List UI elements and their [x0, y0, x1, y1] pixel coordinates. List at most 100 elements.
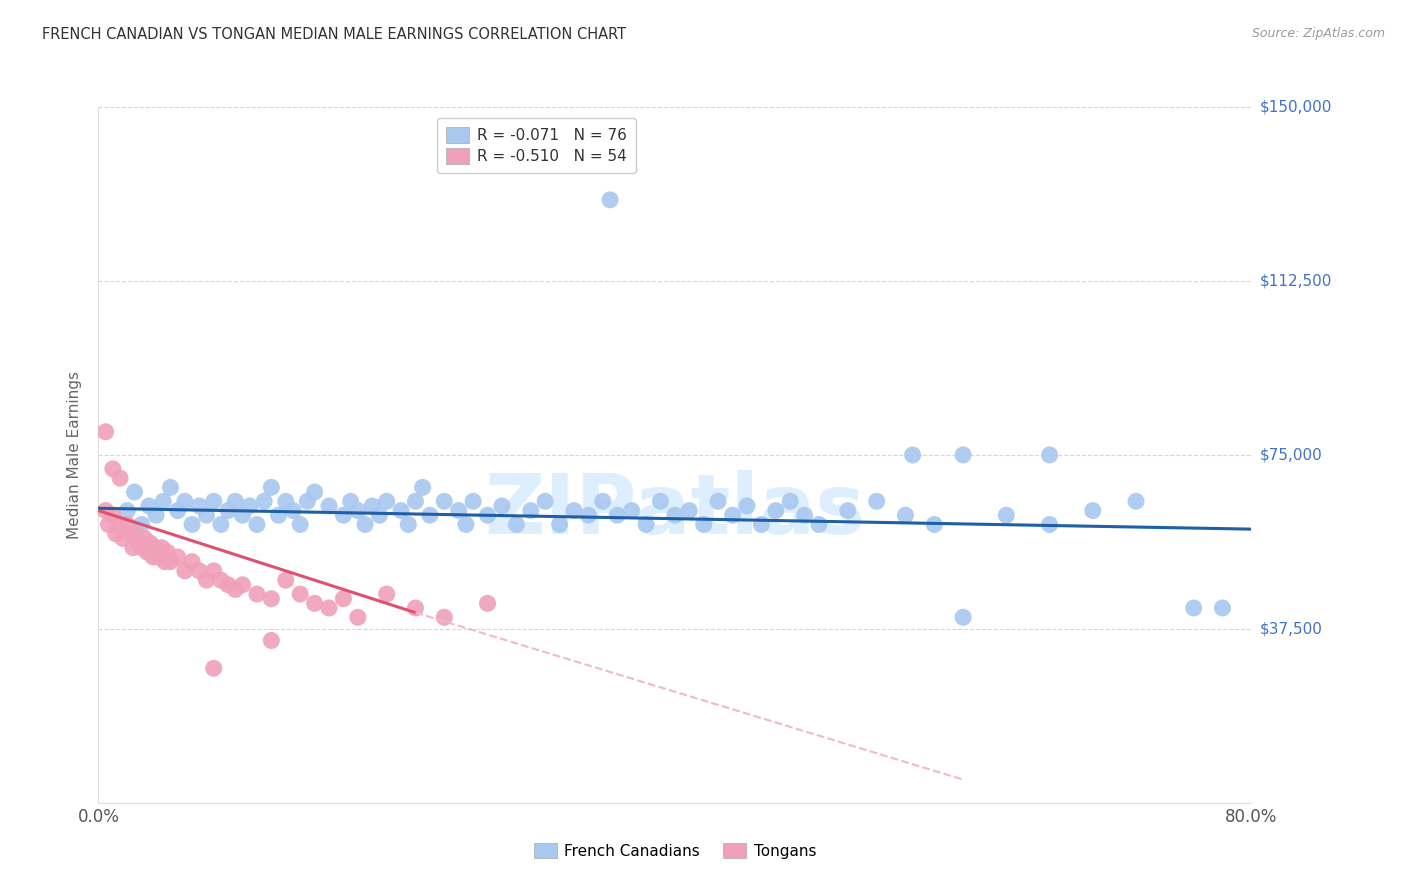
Point — [952, 448, 974, 462]
Point — [131, 517, 153, 532]
Point — [239, 499, 262, 513]
Point — [131, 541, 153, 555]
Point — [111, 532, 134, 546]
Point — [1038, 448, 1062, 462]
Point — [202, 564, 225, 578]
Text: ZIPatlas: ZIPatlas — [485, 470, 865, 551]
Point — [304, 485, 326, 500]
Point — [217, 578, 239, 592]
Point — [405, 601, 427, 615]
Point — [136, 545, 159, 559]
Point — [188, 564, 211, 578]
Point — [260, 591, 283, 606]
Point — [145, 508, 167, 523]
Text: $75,000: $75,000 — [1260, 448, 1323, 462]
Point — [650, 494, 672, 508]
Point — [124, 485, 146, 500]
Point — [181, 517, 204, 532]
Point — [281, 503, 304, 517]
Point — [779, 494, 801, 508]
Point — [253, 494, 276, 508]
Point — [620, 503, 643, 517]
Point — [108, 517, 131, 532]
Point — [751, 517, 773, 532]
Point — [735, 499, 758, 513]
Point — [461, 494, 484, 508]
Point — [346, 503, 368, 517]
Point — [807, 517, 830, 532]
Point — [793, 508, 815, 523]
Point — [491, 499, 513, 513]
Point — [153, 555, 176, 569]
Text: Source: ZipAtlas.com: Source: ZipAtlas.com — [1251, 27, 1385, 40]
Point — [1038, 517, 1062, 532]
Point — [290, 517, 312, 532]
Point — [202, 494, 225, 508]
Point — [548, 517, 571, 532]
Point — [433, 494, 456, 508]
Point — [375, 494, 398, 508]
Point — [159, 480, 181, 494]
Point — [995, 508, 1018, 523]
Point — [721, 508, 744, 523]
Point — [166, 549, 188, 564]
Point — [1212, 601, 1234, 615]
Text: $37,500: $37,500 — [1260, 622, 1323, 636]
Point — [412, 480, 434, 494]
Point — [765, 503, 787, 517]
Point — [433, 610, 456, 624]
Point — [260, 633, 283, 648]
Point — [592, 494, 614, 508]
Point — [332, 591, 354, 606]
Point — [477, 596, 499, 610]
Point — [396, 517, 419, 532]
Point — [354, 517, 377, 532]
Legend: French Canadians, Tongans: French Canadians, Tongans — [527, 837, 823, 864]
Text: $150,000: $150,000 — [1260, 100, 1331, 114]
Text: FRENCH CANADIAN VS TONGAN MEDIAN MALE EARNINGS CORRELATION CHART: FRENCH CANADIAN VS TONGAN MEDIAN MALE EA… — [42, 27, 626, 42]
Point — [159, 555, 181, 569]
Point — [368, 508, 391, 523]
Point — [231, 578, 254, 592]
Point — [562, 503, 585, 517]
Point — [142, 549, 165, 564]
Point — [152, 494, 174, 508]
Point — [209, 517, 232, 532]
Point — [505, 517, 527, 532]
Point — [231, 508, 254, 523]
Point — [202, 661, 225, 675]
Point — [419, 508, 441, 523]
Point — [174, 494, 197, 508]
Point — [606, 508, 628, 523]
Point — [274, 573, 297, 587]
Point — [217, 503, 239, 517]
Point — [139, 536, 162, 550]
Point — [145, 541, 167, 555]
Point — [209, 573, 232, 587]
Point — [901, 448, 924, 462]
Point — [693, 517, 716, 532]
Point — [150, 541, 173, 555]
Point — [578, 508, 600, 523]
Point — [128, 536, 150, 550]
Point — [274, 494, 297, 508]
Point — [224, 582, 246, 597]
Point — [664, 508, 686, 523]
Point — [125, 526, 148, 541]
Point — [339, 494, 361, 508]
Y-axis label: Median Male Earnings: Median Male Earnings — [67, 371, 83, 539]
Point — [122, 541, 145, 555]
Point — [260, 480, 283, 494]
Point — [94, 503, 117, 517]
Point — [636, 517, 658, 532]
Point — [520, 503, 543, 517]
Point — [188, 499, 211, 513]
Point — [318, 601, 340, 615]
Point — [104, 526, 127, 541]
Point — [389, 503, 412, 517]
Point — [148, 549, 170, 564]
Point — [120, 526, 142, 541]
Point — [346, 610, 368, 624]
Point — [405, 494, 427, 508]
Point — [866, 494, 889, 508]
